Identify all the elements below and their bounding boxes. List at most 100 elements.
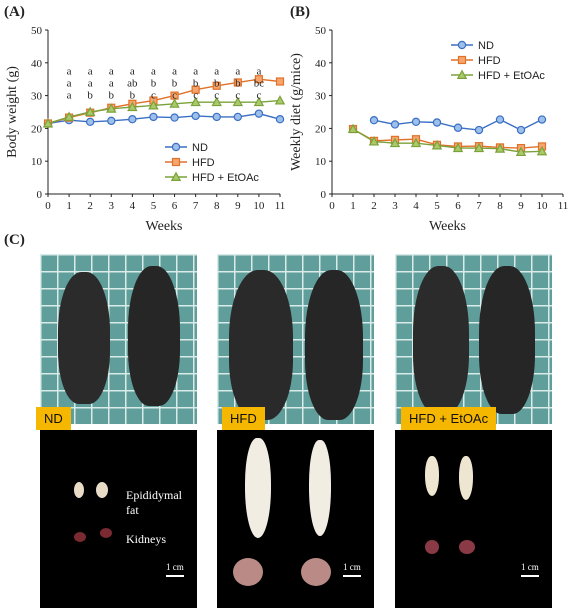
a-legend-marker-2 <box>170 171 182 181</box>
hfd-etoac-scale-bar <box>521 575 539 577</box>
a-x-tick-label: 5 <box>151 200 157 212</box>
b-x-tick-label: 9 <box>518 200 524 212</box>
a-point-2 <box>42 118 54 128</box>
a-annotation-letter: c <box>256 89 261 101</box>
b-y-tick-label: 20 <box>315 123 327 135</box>
a-annotation-letter: b <box>130 89 136 101</box>
a-x-tick-label: 9 <box>235 200 241 212</box>
b-legend-label-0: ND <box>478 40 494 52</box>
a-legend-marker-0 <box>171 142 181 152</box>
hfd-etoac-mice-photo <box>395 254 552 424</box>
a-x-tick-label: 6 <box>172 200 178 212</box>
b-point-2 <box>494 143 506 153</box>
a-point-0 <box>191 111 200 121</box>
a-x-tick-label: 0 <box>45 200 51 212</box>
hfd-etoac-fat-right <box>459 456 473 500</box>
hfd-etoac-fat-left <box>425 456 439 496</box>
b-x-tick-label: 11 <box>558 200 569 212</box>
b-x-tick-label: 2 <box>371 200 377 212</box>
nd-kidney-left <box>74 532 86 542</box>
hfd-organs-photo: 1 cm <box>217 430 374 608</box>
a-point-0 <box>170 113 179 122</box>
kidneys-label: Kidneys <box>126 532 166 546</box>
a-annotation-letter: c <box>151 89 156 101</box>
b-y-axis-label: Weekly diet (g/mice) <box>289 53 304 171</box>
a-series-line-2 <box>47 99 281 125</box>
a-point-0 <box>254 109 264 118</box>
a-annotation-letter: c <box>193 89 198 101</box>
a-annotation-letter: ab <box>127 77 138 89</box>
a-annotation-letter: b <box>151 77 157 89</box>
b-point-0 <box>453 123 463 132</box>
a-x-tick-label: 7 <box>193 200 199 212</box>
panel-b-label: (B) <box>290 4 310 20</box>
b-x-tick-label: 4 <box>413 200 419 212</box>
b-point-0 <box>495 115 505 124</box>
b-y-tick-label: 0 <box>321 189 327 201</box>
a-x-tick-label: 11 <box>275 200 286 212</box>
a-annotation-letter: c <box>214 89 219 101</box>
a-point-0 <box>85 117 95 127</box>
panel-c-label: (C) <box>4 232 25 248</box>
a-annotation-letter: a <box>109 77 114 89</box>
b-series-line-2 <box>352 128 543 153</box>
a-point-0 <box>212 112 221 122</box>
hfd-mice-photo <box>217 254 374 424</box>
b-point-2 <box>410 137 422 148</box>
body-weight-chart: 0 10 20 30 40 50 0 1 2 3 4 5 6 7 8 9 10 11 Weeks Body weigh… <box>5 25 286 234</box>
b-legend-label-2: HFD + EtOAc <box>478 70 545 82</box>
a-point-1 <box>212 81 221 90</box>
a-annotation-letter: a <box>256 65 261 77</box>
b-x-tick-label: 7 <box>476 200 482 212</box>
b-point-0 <box>537 115 547 124</box>
a-annotation-letter: a <box>67 89 72 101</box>
a-y-tick-label: 50 <box>31 25 43 37</box>
b-point-2 <box>389 137 401 148</box>
hfd-etoac-kidney-left <box>425 540 439 554</box>
hfd-kidney-left <box>233 558 263 586</box>
a-x-tick-label: 4 <box>130 200 136 212</box>
a-x-tick-label: 1 <box>66 200 72 212</box>
a-series-line-0 <box>47 112 281 125</box>
a-point-0 <box>233 112 243 122</box>
a-annotation-letter: b <box>193 77 199 89</box>
a-point-2 <box>232 96 244 107</box>
nd-organs-photo: Epididymal fat Kidneys 1 cm <box>40 430 197 608</box>
b-x-tick-label: 3 <box>392 200 398 212</box>
a-y-tick-label: 10 <box>31 156 43 168</box>
b-point-0 <box>474 125 484 135</box>
a-annotation-letter: b <box>214 77 220 89</box>
b-x-axis-label: Weeks <box>429 219 466 234</box>
a-x-tick-label: 10 <box>253 200 265 212</box>
hfd-etoac-group-tag: HFD + EtOAc <box>401 407 497 430</box>
a-point-1 <box>191 85 200 94</box>
nd-group-tag: ND <box>36 407 71 430</box>
a-point-2 <box>274 95 286 105</box>
a-x-tick-label: 3 <box>109 200 115 212</box>
b-x-tick-label: 10 <box>537 200 549 212</box>
a-point-0 <box>149 112 158 122</box>
b-legend-marker-2 <box>456 69 468 80</box>
b-legend-label-1: HFD <box>478 55 501 67</box>
b-point-0 <box>390 120 400 129</box>
nd-scale-text: 1 cm <box>166 562 184 572</box>
b-point-2 <box>452 142 464 153</box>
a-annotation-letter: a <box>235 65 240 77</box>
hfd-scale-text: 1 cm <box>343 562 361 572</box>
nd-fat-left <box>74 482 84 498</box>
a-y-tick-label: 30 <box>31 91 43 103</box>
hfd-fat-right <box>309 440 331 536</box>
a-legend-label-2: HFD + EtOAc <box>192 172 259 184</box>
a-x-tick-label: 8 <box>214 200 220 212</box>
b-point-2 <box>368 136 380 146</box>
b-point-0 <box>516 125 526 135</box>
hfd-fat-left <box>245 438 271 538</box>
a-annotation-letter: a <box>193 65 198 77</box>
a-annotation-letter: a <box>172 65 177 77</box>
hfd-group-tag: HFD <box>222 407 265 430</box>
a-x-tick-label: 2 <box>87 200 93 212</box>
nd-fat-right <box>96 482 108 498</box>
a-x-axis-label: Weeks <box>146 219 183 234</box>
b-legend-marker-1 <box>457 55 467 65</box>
b-y-tick-label: 50 <box>315 25 327 37</box>
